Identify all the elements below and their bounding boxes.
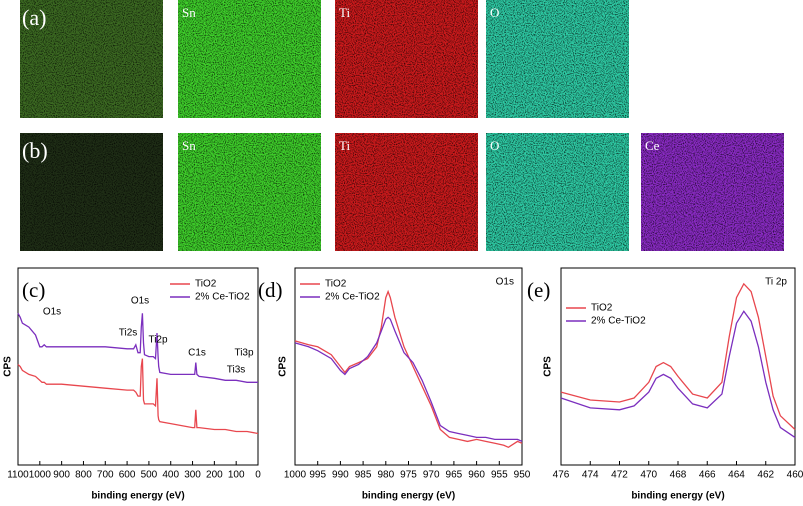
map-element-label: O xyxy=(490,138,499,153)
legend-label: TiO2 xyxy=(325,279,347,290)
peak-annotation: O1s xyxy=(131,296,149,307)
x-tick-label: 970 xyxy=(423,470,440,481)
x-tick-label: 700 xyxy=(97,470,114,481)
data-line xyxy=(294,289,523,449)
map-noise xyxy=(486,0,629,118)
x-tick-label: 965 xyxy=(446,470,463,481)
x-tick-label: 950 xyxy=(514,470,531,481)
map-noise xyxy=(335,133,478,251)
x-tick-label: 100 xyxy=(228,470,245,481)
legend-label: 2% Ce-TiO2 xyxy=(195,292,250,303)
peak-annotation: Ti2p xyxy=(148,335,168,346)
chart-title: O1s xyxy=(496,277,514,288)
x-tick-label: 468 xyxy=(670,470,687,481)
legend-label: TiO2 xyxy=(195,279,217,290)
x-tick-label: 474 xyxy=(582,470,599,481)
peak-annotation: Ti2s xyxy=(119,328,138,339)
legend-label: TiO2 xyxy=(591,303,613,314)
x-tick-label: 1000 xyxy=(284,470,307,481)
x-tick-label: 980 xyxy=(377,470,394,481)
x-tick-label: 300 xyxy=(184,470,201,481)
peak-annotation: Ti3p xyxy=(234,348,254,359)
map-element-label: O xyxy=(490,5,499,20)
x-tick-label: 400 xyxy=(162,470,179,481)
data-line xyxy=(17,358,259,435)
x-tick-label: 995 xyxy=(309,470,326,481)
x-tick-label: 460 xyxy=(787,470,803,481)
map-noise xyxy=(178,0,321,118)
x-tick-label: 462 xyxy=(757,470,774,481)
x-tick-label: 975 xyxy=(400,470,417,481)
data-line xyxy=(560,282,796,430)
x-axis-label: binding energy (eV) xyxy=(631,491,724,502)
x-tick-label: 200 xyxy=(206,470,223,481)
x-tick-label: 800 xyxy=(75,470,92,481)
panel-label: (d) xyxy=(258,278,283,302)
data-line xyxy=(560,310,796,438)
x-tick-label: 1000 xyxy=(29,470,52,481)
x-tick-label: 0 xyxy=(255,470,261,481)
x-axis-label: binding energy (eV) xyxy=(362,491,455,502)
y-axis-label: CPS xyxy=(543,356,554,377)
data-line xyxy=(17,312,258,383)
x-tick-label: 990 xyxy=(332,470,349,481)
plot-frame xyxy=(17,267,259,466)
peak-annotation: Ti3s xyxy=(227,365,246,376)
panel-label: (e) xyxy=(527,278,550,302)
map-element-label: Sn xyxy=(182,5,196,20)
chart-title: Ti 2p xyxy=(765,277,787,288)
x-tick-label: 900 xyxy=(53,470,70,481)
map-noise xyxy=(20,0,163,118)
y-axis-label: CPS xyxy=(3,356,14,377)
x-axis-label: binding energy (eV) xyxy=(91,491,184,502)
legend-label: 2% Ce-TiO2 xyxy=(325,292,380,303)
map-noise xyxy=(486,133,629,251)
x-tick-label: 960 xyxy=(468,470,485,481)
x-tick-label: 466 xyxy=(699,470,716,481)
map-label: (a) xyxy=(22,5,46,30)
peak-annotation: O1s xyxy=(43,307,61,318)
y-axis-label: CPS xyxy=(278,356,289,377)
x-tick-label: 464 xyxy=(728,470,745,481)
x-tick-label: 500 xyxy=(141,470,158,481)
x-tick-label: 1100 xyxy=(7,470,29,481)
map-element-label: Ce xyxy=(645,138,660,153)
x-tick-label: 955 xyxy=(491,470,508,481)
data-line xyxy=(294,316,523,442)
map-element-label: Ti xyxy=(339,138,350,153)
map-noise xyxy=(641,133,784,251)
x-tick-label: 470 xyxy=(640,470,657,481)
x-tick-label: 472 xyxy=(611,470,628,481)
x-tick-label: 600 xyxy=(119,470,136,481)
x-tick-label: 476 xyxy=(553,470,570,481)
x-tick-label: 985 xyxy=(355,470,372,481)
map-element-label: Ti xyxy=(339,5,350,20)
peak-annotation: C1s xyxy=(188,348,206,359)
plot-frame xyxy=(560,267,796,466)
panel-label: (c) xyxy=(22,278,45,302)
map-noise xyxy=(178,133,321,251)
map-noise xyxy=(335,0,478,118)
map-element-label: Sn xyxy=(182,138,196,153)
legend-label: 2% Ce-TiO2 xyxy=(591,316,646,327)
map-noise xyxy=(20,133,163,251)
map-label: (b) xyxy=(22,138,48,163)
